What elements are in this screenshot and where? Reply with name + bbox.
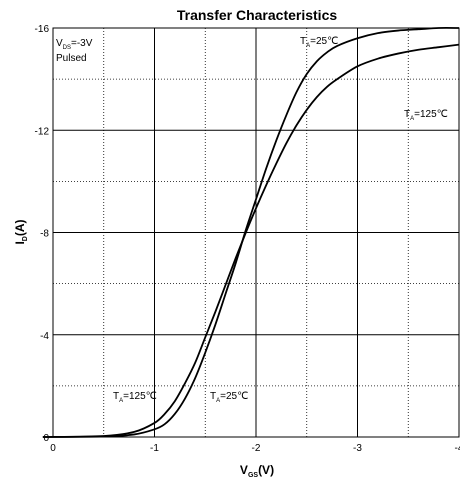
y-axis-label-sub: D (22, 236, 29, 241)
series-label-main: T (300, 36, 306, 47)
series-lines (42, 27, 460, 438)
series-label-main: T (113, 391, 119, 402)
series-label-tail: =25℃ (310, 36, 338, 47)
series-line-25c (42, 27, 460, 438)
y-tick-label: -8 (40, 229, 49, 240)
x-axis-label-sub: GS (248, 472, 258, 479)
series-label-sub: A (306, 43, 310, 49)
vds-sub: DS (63, 45, 71, 51)
x-tick-label: 0 (50, 443, 56, 454)
x-axis-label-main: V (240, 463, 248, 477)
x-tick-label: -3 (353, 443, 362, 454)
x-axis-label: VGS(V) (240, 463, 274, 479)
series-label-125c-upper: TA=125℃ (404, 109, 448, 122)
series-label-main: T (210, 391, 216, 402)
series-line-125c (42, 43, 460, 438)
y-axis-label-main: I (13, 241, 27, 244)
series-label-25c-lower: TA=25℃ (210, 391, 248, 404)
series-label-sub: A (216, 398, 220, 404)
vds-tail: =-3V (71, 38, 93, 49)
y-tick-label: -12 (35, 126, 50, 137)
plot-frame (52, 27, 460, 438)
y-tick-label: -4 (40, 331, 49, 342)
x-tick-label: -4 (455, 443, 460, 454)
x-tick-label: -1 (150, 443, 159, 454)
series-label-tail: =125℃ (123, 391, 157, 402)
series-label-sub: A (119, 398, 123, 404)
vds-main: V (56, 38, 63, 49)
chart-title: Transfer Characteristics (177, 7, 338, 23)
series-label-25c-upper: TA=25℃ (300, 36, 338, 49)
svg-text:ID(A): ID(A) (13, 219, 29, 244)
series-label-sub: A (410, 116, 414, 122)
vds-condition-label: VDS=-3V (56, 38, 93, 51)
tick-labels: 0 -1 -2 -3 -4 0 -4 -8 -12 -16 (35, 24, 460, 454)
x-tick-label: -2 (252, 443, 261, 454)
grid (53, 28, 459, 437)
y-axis-label-tail: (A) (13, 219, 27, 236)
series-label-tail: =25℃ (220, 391, 248, 402)
x-axis-label-tail: (V) (258, 463, 274, 477)
series-label-main: T (404, 109, 410, 120)
y-tick-label: -16 (35, 24, 50, 35)
y-tick-label: 0 (43, 433, 49, 444)
series-label-tail: =125℃ (414, 109, 448, 120)
series-label-125c-lower: TA=125℃ (113, 391, 157, 404)
pulsed-label: Pulsed (56, 53, 87, 64)
y-axis-label: ID(A) (13, 219, 29, 244)
